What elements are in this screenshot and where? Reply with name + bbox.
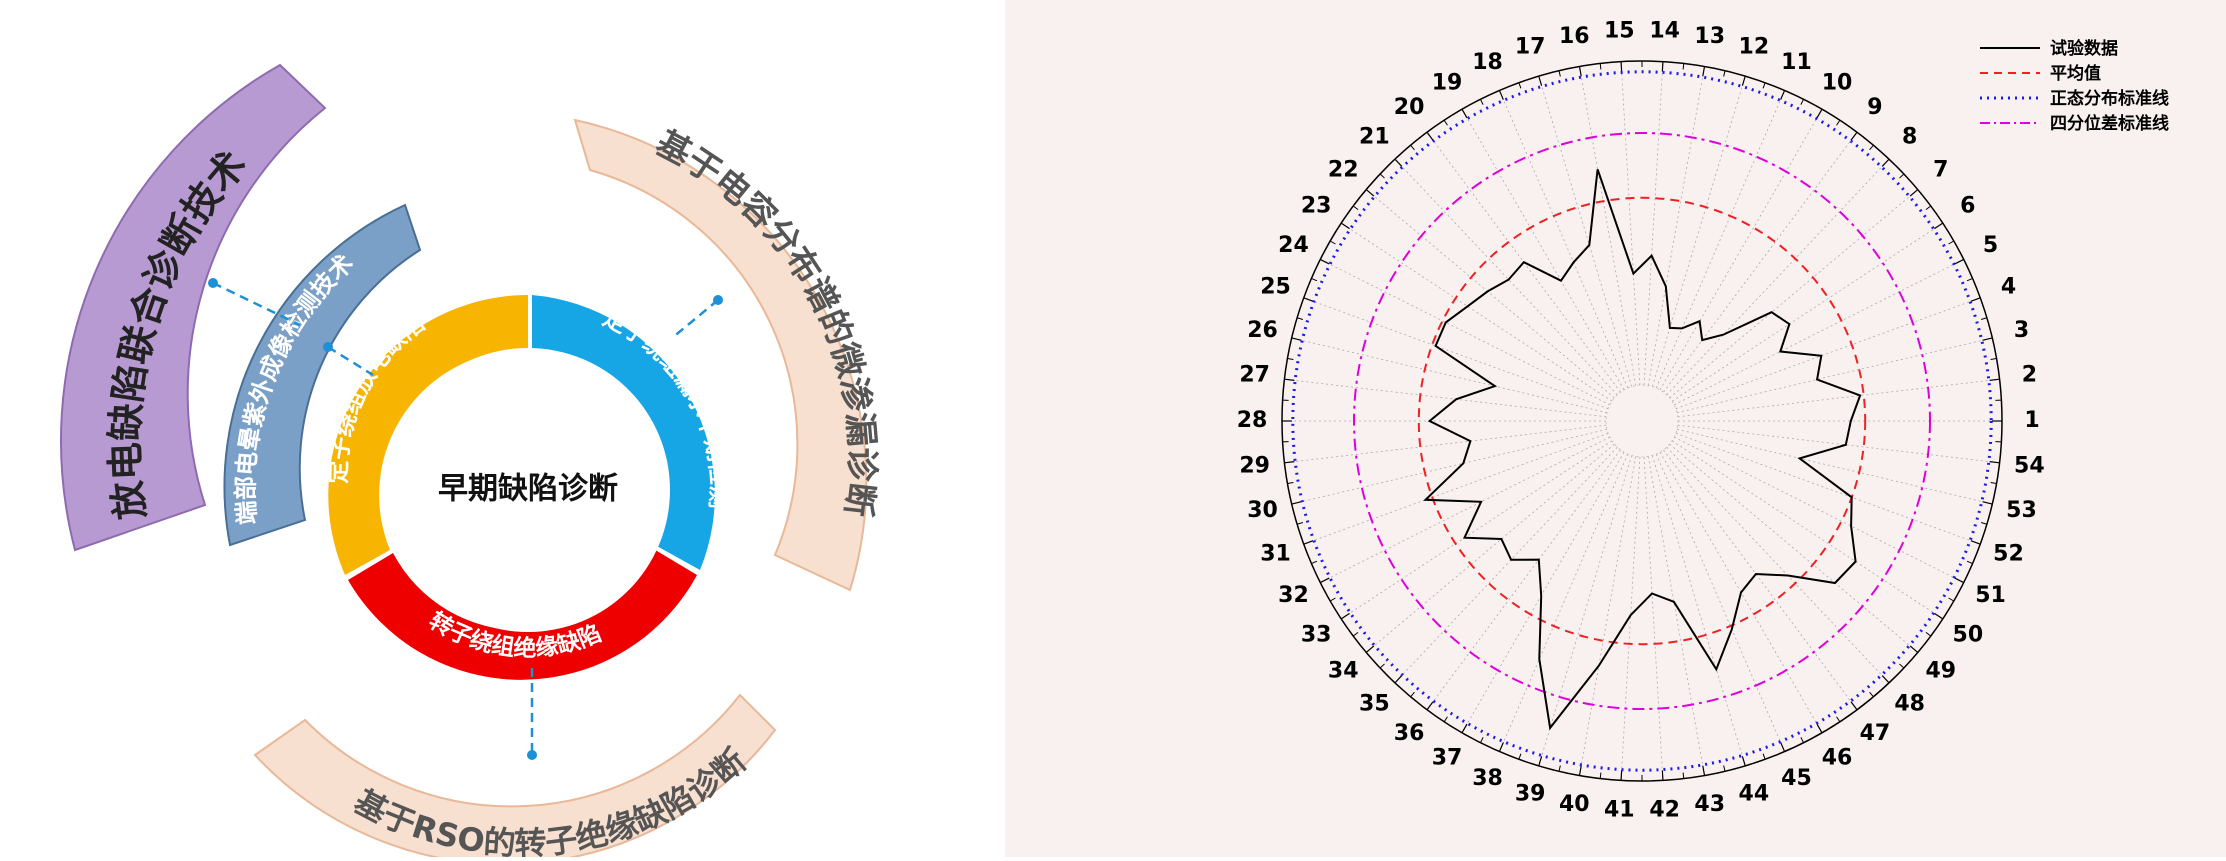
angle-label: 35 [1359,692,1390,717]
angle-label: 31 [1260,541,1291,566]
minor-tick-mark [1683,63,1684,69]
minor-tick-mark [1600,773,1601,779]
tick-mark [1662,62,1663,72]
angle-label: 37 [1432,746,1463,771]
angle-label: 16 [1559,24,1590,49]
connector-dot [713,295,723,305]
minor-tick-mark [1600,63,1601,69]
angle-label: 28 [1237,408,1268,433]
legend-label-mean: 平均值 [2050,63,2101,84]
angle-label: 2 [2022,363,2037,388]
angle-label: 41 [1604,797,1635,822]
angle-label: 4 [2001,275,2016,300]
angle-label: 47 [1860,721,1891,746]
polar-chart: 1234567891011121314151617181920212223242… [1005,0,2226,857]
angle-label: 50 [1953,622,1984,647]
angle-label: 12 [1739,34,1770,59]
angle-label: 22 [1328,157,1359,182]
angle-label: 9 [1867,95,1882,120]
angle-label: 18 [1472,50,1503,75]
angle-label: 33 [1301,622,1332,647]
connector-capacitance [672,300,718,338]
legend-label-quartile: 四分位差标准线 [2050,113,2169,134]
legend-label-test-data: 试验数据 [2050,38,2118,59]
angle-label: 54 [2014,453,2045,478]
angle-label: 39 [1515,782,1546,807]
angle-label: 17 [1515,34,1546,59]
diagnosis-diagram-panel: 放电缺陷联合诊断技术 端部电晕紫外成像检测技术 基于电容分布谱的微渗漏诊断 基于… [0,0,1005,857]
angle-label: 29 [1239,453,1270,478]
angle-label: 8 [1902,124,1917,149]
angle-label: 6 [1960,194,1975,219]
connector-dot [323,342,333,352]
angle-label: 21 [1359,124,1390,149]
angle-label: 52 [1993,541,2024,566]
angle-label: 25 [1260,275,1291,300]
angle-label: 45 [1781,766,1812,791]
angle-label: 32 [1278,583,1309,608]
minor-tick-mark [1683,773,1684,779]
angle-label: 7 [1933,157,1948,182]
angle-label: 5 [1983,233,1998,258]
angle-label: 10 [1822,70,1853,95]
angle-label: 1 [2024,408,2039,433]
angle-label: 23 [1301,194,1332,219]
tick-mark [1621,62,1622,72]
angle-label: 26 [1247,318,1278,343]
angle-label: 38 [1472,766,1503,791]
legend: 试验数据 平均值 正态分布标准线 四分位差标准线 [1980,38,2169,134]
tick-mark [1662,770,1663,780]
angle-label: 53 [2006,498,2037,523]
angle-label: 34 [1328,659,1359,684]
diagnosis-diagram: 放电缺陷联合诊断技术 端部电晕紫外成像检测技术 基于电容分布谱的微渗漏诊断 基于… [0,0,1005,857]
connector-dot [208,278,218,288]
angle-label: 51 [1975,583,2006,608]
angle-label: 19 [1432,70,1463,95]
angle-label: 3 [2014,318,2029,343]
angle-label: 24 [1278,233,1309,258]
angle-label: 27 [1239,363,1270,388]
angle-label: 11 [1781,50,1812,75]
angle-label: 42 [1649,797,1680,822]
angle-label: 49 [1925,659,1956,684]
angle-label: 13 [1694,24,1725,49]
polar-grid [1282,61,2002,781]
center-label: 早期缺陷诊断 [438,472,618,507]
legend-label-normal: 正态分布标准线 [2050,88,2169,109]
angle-label: 46 [1822,746,1853,771]
tick-mark [1621,770,1622,780]
angle-label: 14 [1649,19,1680,44]
angle-label: 15 [1604,19,1635,44]
angle-label: 36 [1394,721,1425,746]
angle-label: 30 [1247,498,1278,523]
angle-label: 40 [1559,792,1590,817]
angle-label: 43 [1694,792,1725,817]
angle-label: 44 [1739,782,1770,807]
connector-dot [527,750,537,760]
angle-label: 48 [1894,692,1925,717]
angle-label: 20 [1394,95,1425,120]
